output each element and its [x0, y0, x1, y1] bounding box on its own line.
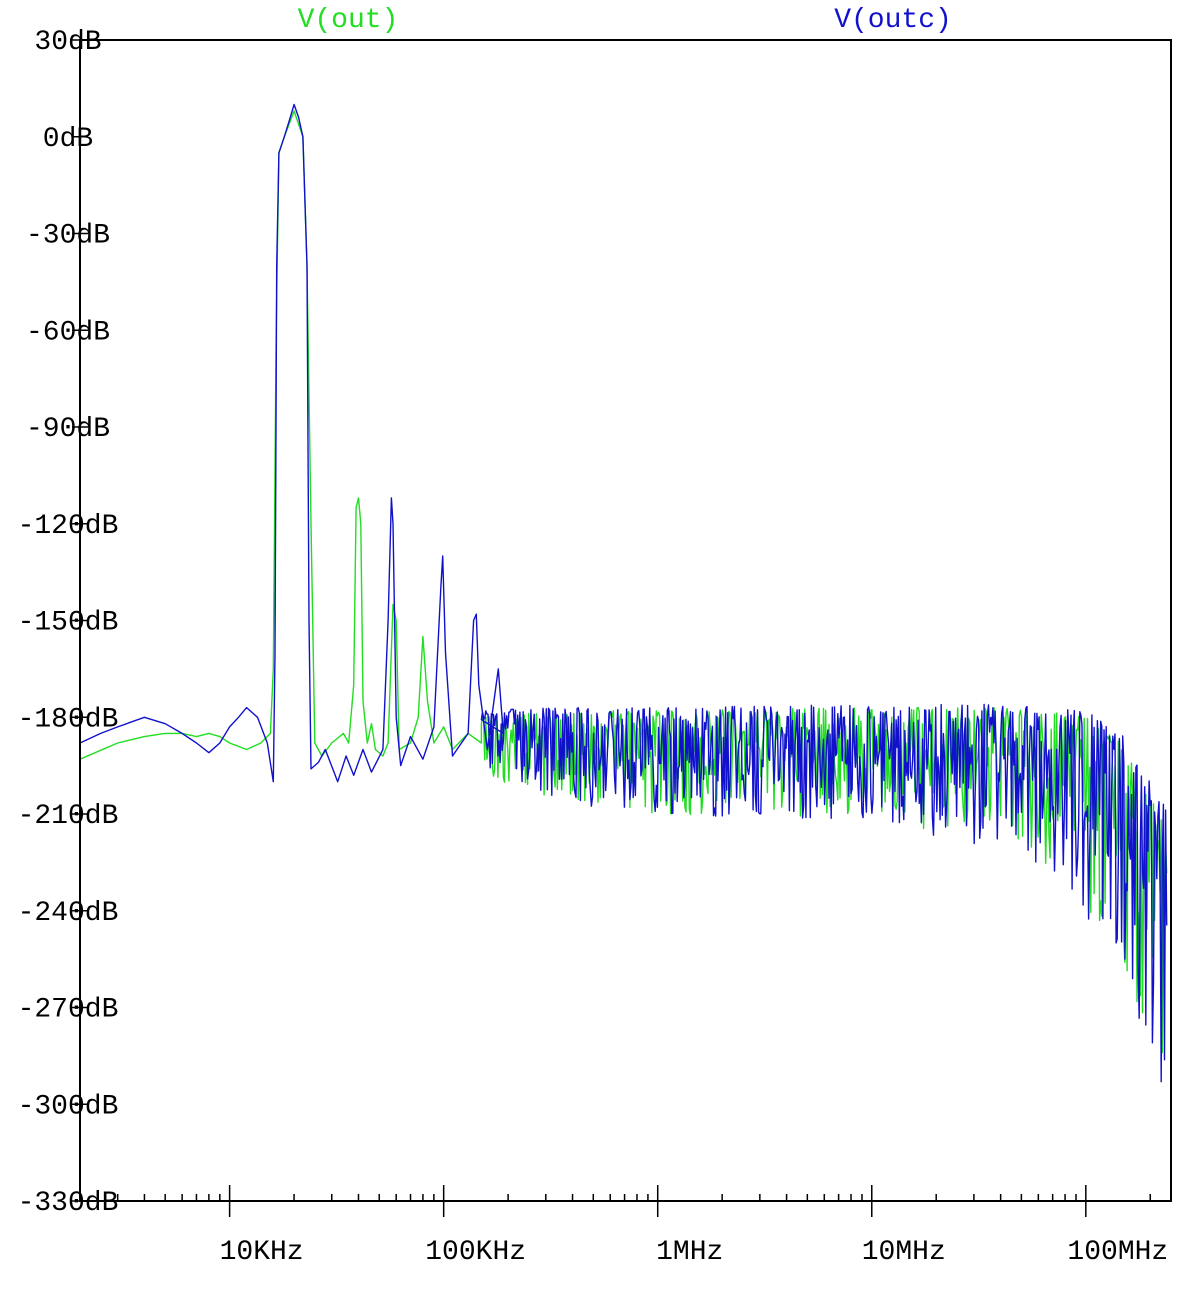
- y-tick-label: 30dB: [34, 27, 101, 58]
- series-line: [79, 103, 1168, 1083]
- y-tick-label: 0dB: [43, 124, 93, 155]
- plot-frame: [79, 39, 1172, 1202]
- y-tick-label: -210dB: [18, 801, 119, 832]
- x-tick-label: 10MHz: [862, 1237, 946, 1268]
- y-tick-label: -180dB: [18, 704, 119, 735]
- legend: V(out) V(outc): [298, 5, 952, 36]
- series-v-outc-: [79, 103, 1168, 1083]
- y-tick-label: -120dB: [18, 511, 119, 542]
- y-axis: 30dB 0dB -30dB -60dB -90dB -120dB -150dB -180dB…: [18, 27, 119, 1219]
- y-tick-label: -60dB: [26, 317, 110, 348]
- x-tick-label: 1MHz: [656, 1237, 723, 1268]
- x-tick-label: 100MHz: [1067, 1237, 1168, 1268]
- legend-entry: V(outc): [834, 5, 952, 36]
- y-tick-label: -240dB: [18, 898, 119, 929]
- series-layer: [79, 103, 1168, 1083]
- y-tick-label: -330dB: [18, 1188, 119, 1219]
- series-line: [79, 110, 1168, 1054]
- y-tick-label: -90dB: [26, 414, 110, 445]
- y-tick-label: -300dB: [18, 1091, 119, 1122]
- x-axis: 10KHz 100KHz 1MHz 10MHz 100MHz: [79, 1185, 1168, 1268]
- series-v-out-: [79, 110, 1168, 1054]
- x-tick-label: 10KHz: [220, 1237, 304, 1268]
- legend-entry: V(out): [298, 5, 399, 36]
- y-tick-label: -270dB: [18, 995, 119, 1026]
- x-tick-label: 100KHz: [425, 1237, 526, 1268]
- y-tick-label: -150dB: [18, 608, 119, 639]
- y-tick-label: -30dB: [26, 221, 110, 252]
